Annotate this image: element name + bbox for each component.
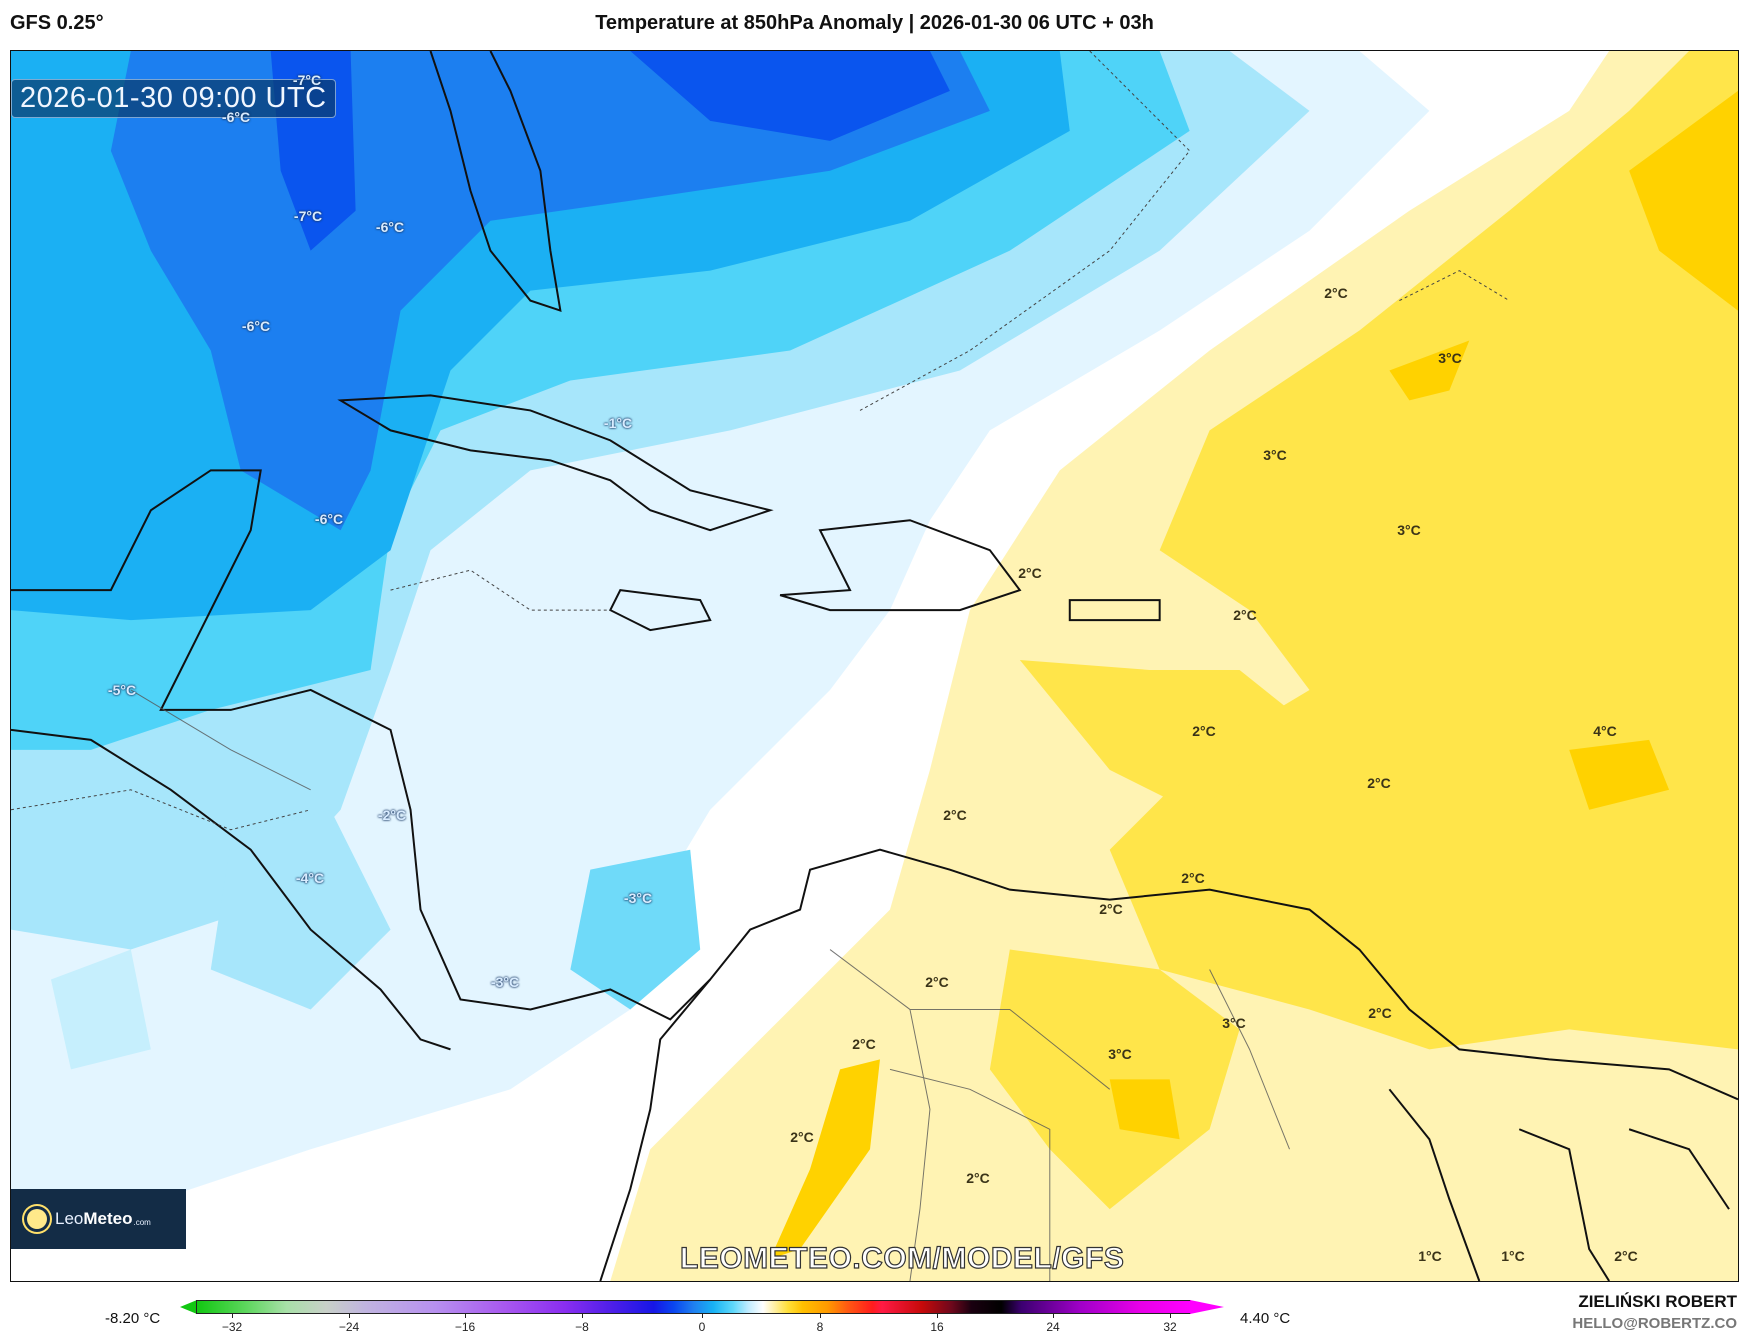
contour-label: -6°C xyxy=(375,219,405,235)
contour-lines xyxy=(11,51,1510,831)
colorbar-tick-label: −32 xyxy=(221,1320,243,1334)
contour-label: -2°C xyxy=(377,807,407,823)
colorbar-low-extend-arrow xyxy=(180,1300,197,1314)
contour-label: -3°C xyxy=(623,890,653,906)
contour-label: 2°C xyxy=(1324,285,1348,301)
anomaly-map: 2026-01-30 09:00 UTC xyxy=(10,50,1739,1282)
colorbar-tick-mark xyxy=(349,1313,350,1318)
colorbar-tick-label: −8 xyxy=(575,1320,589,1334)
colorbar-tick-mark xyxy=(582,1313,583,1318)
watermark-url: LEOMETEO.COM/MODEL/GFS xyxy=(679,1241,1125,1275)
author-name: ZIELIŃSKI ROBERT xyxy=(1578,1292,1737,1311)
leometeo-logo[interactable]: Leo Meteo .com xyxy=(11,1189,186,1249)
contour-label: 3°C xyxy=(1438,350,1462,366)
contour-label: 2°C xyxy=(1181,870,1205,886)
logo-text-leo: Leo xyxy=(55,1209,84,1228)
contour-label: -6°C xyxy=(314,511,344,527)
contour-label: 2°C xyxy=(1368,1005,1392,1021)
contour-label: 2°C xyxy=(1018,565,1042,581)
contour-label: 1°C xyxy=(1501,1248,1525,1264)
contour-label: 2°C xyxy=(852,1036,876,1052)
contour-label: 2°C xyxy=(1233,607,1257,623)
contour-label: -7°C xyxy=(292,72,322,88)
contour-label: 3°C xyxy=(1108,1046,1132,1062)
contour-label: 3°C xyxy=(1263,447,1287,463)
chart-title: Temperature at 850hPa Anomaly | 2026-01-… xyxy=(595,12,1154,34)
contour-label: 3°C xyxy=(1222,1015,1246,1031)
colorbar-gradient xyxy=(196,1300,1191,1314)
warm-zone-mid-carib xyxy=(1019,660,1290,810)
warm-zone-deep xyxy=(1389,90,1738,810)
colorbar-max-value: 4.40 °C xyxy=(1240,1310,1291,1327)
colorbar-tick-mark xyxy=(937,1313,938,1318)
colorbar-tick-label: 32 xyxy=(1163,1320,1177,1334)
borders xyxy=(130,689,1290,1281)
colorbar-tick-label: 16 xyxy=(930,1320,944,1334)
contour-label: -6°C xyxy=(241,318,271,334)
author-email[interactable]: HELLO@ROBERTZ.CO xyxy=(1572,1315,1737,1332)
contour-label: -3°C xyxy=(490,974,520,990)
contour-label: 2°C xyxy=(1099,901,1123,917)
model-name: GFS 0.25° xyxy=(10,12,104,34)
contour-label: 2°C xyxy=(790,1129,814,1145)
colorbar xyxy=(180,1300,1224,1316)
colorbar-min-value: -8.20 °C xyxy=(105,1310,161,1327)
warm-zone-mid xyxy=(1109,51,1738,1050)
contour-label: 1°C xyxy=(1418,1248,1442,1264)
colorbar-tick-mark xyxy=(1053,1313,1054,1318)
logo-text-com: .com xyxy=(133,1217,151,1227)
map-fill xyxy=(11,51,1738,1281)
contour-label: -6°C xyxy=(221,109,251,125)
contour-label: -5°C xyxy=(107,682,137,698)
valid-time-badge: 2026-01-30 09:00 UTC xyxy=(11,79,336,118)
contour-label: -1°C xyxy=(603,415,633,431)
logo-text-meteo: Meteo xyxy=(83,1209,133,1228)
coastlines xyxy=(11,51,1738,1281)
contour-label: 2°C xyxy=(966,1170,990,1186)
contour-label: 2°C xyxy=(1367,775,1391,791)
contour-label: -4°C xyxy=(295,870,325,886)
cold-zone-deepest xyxy=(270,51,950,251)
contour-label: 2°C xyxy=(1614,1248,1638,1264)
contour-label: 2°C xyxy=(1192,723,1216,739)
colorbar-high-extend-arrow xyxy=(1190,1300,1224,1314)
colorbar-tick-mark xyxy=(702,1313,703,1318)
colorbar-tick-label: −24 xyxy=(338,1320,360,1334)
colorbar-tick-mark xyxy=(820,1313,821,1318)
contour-label: 3°C xyxy=(1397,522,1421,538)
colorbar-tick-label: 8 xyxy=(816,1320,824,1334)
colorbar-tick-mark xyxy=(232,1313,233,1318)
colorbar-tick-label: −16 xyxy=(454,1320,476,1334)
colorbar-tick-label: 0 xyxy=(698,1320,706,1334)
sun-icon xyxy=(27,1209,47,1229)
contour-label: 4°C xyxy=(1593,723,1617,739)
contour-label: 2°C xyxy=(925,974,949,990)
colorbar-tick-label: 24 xyxy=(1046,1320,1060,1334)
contour-label: -7°C xyxy=(293,208,323,224)
colorbar-tick-mark xyxy=(465,1313,466,1318)
contour-label: 2°C xyxy=(943,807,967,823)
colorbar-tick-mark xyxy=(1170,1313,1171,1318)
